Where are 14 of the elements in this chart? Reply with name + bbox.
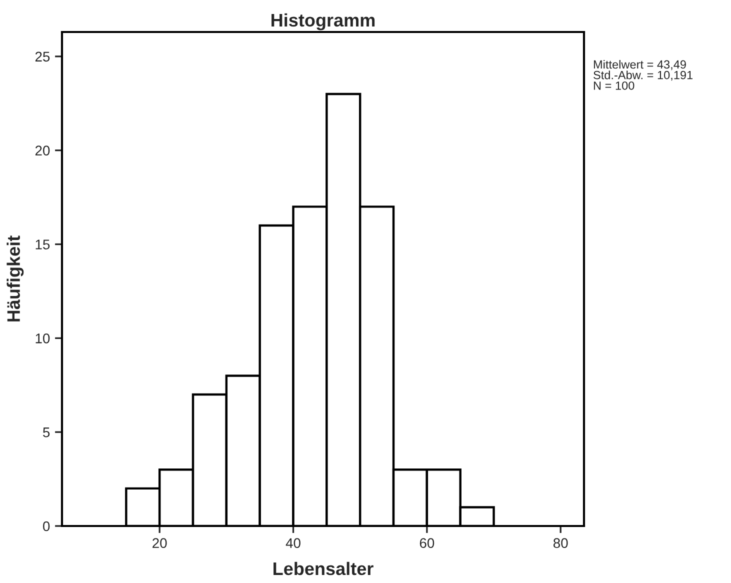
chart-title: Histogramm bbox=[272, 13, 375, 30]
x-tick-label: 80 bbox=[553, 538, 568, 548]
y-tick-label: 20 bbox=[35, 146, 50, 156]
x-tick-label: 20 bbox=[152, 538, 167, 548]
y-tick-label: 25 bbox=[35, 52, 50, 62]
y-tick-label: 10 bbox=[36, 334, 50, 344]
x-tick-label: 40 bbox=[286, 538, 300, 548]
y-tick-label: 5 bbox=[43, 428, 50, 438]
text: Mittelwert = 43,49 Std.-Abw. = 10,191 N = 100 bbox=[594, 60, 693, 90]
y-axis-title: Häufigkeit bbox=[6, 236, 24, 322]
y-tick-label: 15 bbox=[36, 240, 50, 250]
x-axis-title: Lebensalter bbox=[274, 562, 374, 576]
y-tick-label: 0 bbox=[43, 521, 50, 532]
x-tick-label: 60 bbox=[420, 538, 434, 548]
